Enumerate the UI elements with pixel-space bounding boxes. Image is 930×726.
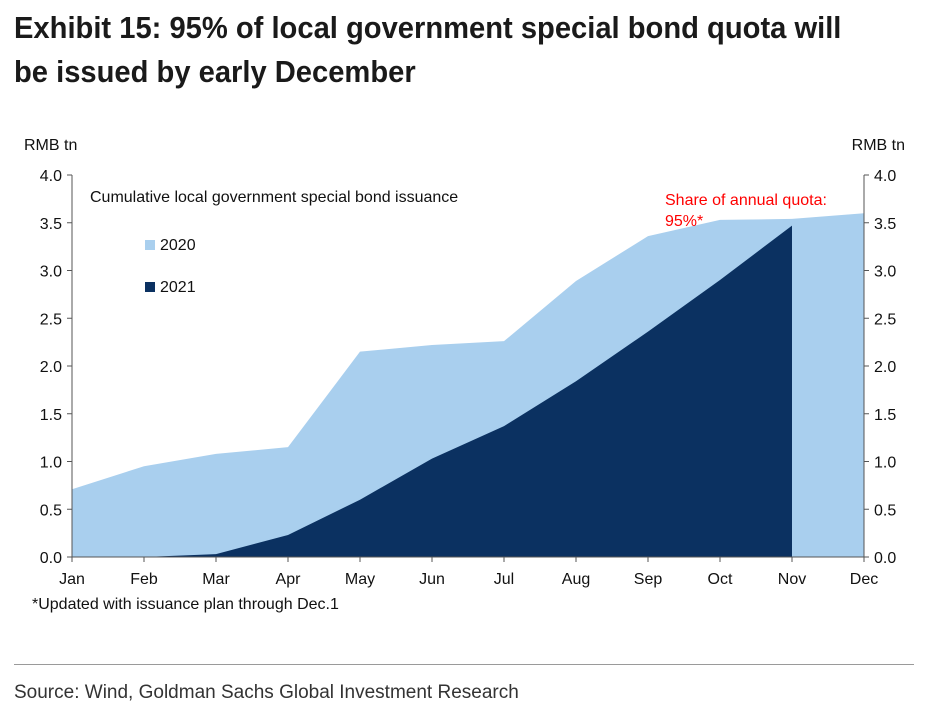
legend-label-2021: 2021 [160,279,196,296]
y-tick-label-left: 3.5 [40,216,62,233]
y-tick-label-left: 3.0 [40,264,62,281]
area-chart: 0.0 0.0 0.5 0.5 1.0 1.0 1.5 1.5 2.0 2.0 2.5 2.5 3.0 3… [24,137,905,588]
y-tick-label-left: 2.0 [40,359,62,376]
y-tick-label-right: 0.0 [874,550,896,567]
y-tick-label-right: 2.0 [874,359,896,376]
right-axis-unit: RMB tn [852,137,905,154]
y-tick-label-left: 0.5 [40,502,62,519]
x-tick-label-aug: Aug [562,571,590,588]
legend-swatch-2020 [145,240,155,250]
series-area-2021 [72,225,792,557]
x-tick-label-oct: Oct [708,571,733,588]
legend-label-2020: 2020 [160,237,196,254]
x-tick-label-nov: Nov [778,571,806,588]
y-tick-label-right: 3.0 [874,264,896,281]
annotation-line-2: 95%* [665,213,703,230]
x-tick-label-dec: Dec [850,571,878,588]
x-tick-label-jan: Jan [59,571,85,588]
footnote: *Updated with issuance plan through Dec.… [32,596,339,613]
divider [14,664,914,665]
x-tick-label-sep: Sep [634,571,663,588]
x-tick-label-feb: Feb [130,571,158,588]
y-tick-label-right: 4.0 [874,168,896,185]
x-tick-label-apr: Apr [276,571,302,588]
y-tick-label-left: 1.0 [40,455,62,472]
x-tick-label-mar: Mar [202,571,230,588]
x-tick-label-jul: Jul [494,571,514,588]
y-tick-label-right: 3.5 [874,216,896,233]
y-tick-label-right: 0.5 [874,502,896,519]
y-tick-label-left: 4.0 [40,168,62,185]
legend-swatch-2021 [145,282,155,292]
y-tick-label-left: 1.5 [40,407,62,424]
annotation-line-1: Share of annual quota: [665,192,827,209]
x-tick-label-jun: Jun [419,571,445,588]
y-tick-label-right: 1.0 [874,455,896,472]
source-note: Source: Wind, Goldman Sachs Global Inves… [14,682,519,703]
inner-chart-title: Cumulative local government special bond… [90,189,458,206]
y-tick-label-left: 2.5 [40,311,62,328]
chart-title: Exhibit 15: 95% of local government spec… [14,10,842,89]
y-tick-label-right: 2.5 [874,311,896,328]
y-tick-label-left: 0.0 [40,550,62,567]
y-tick-label-right: 1.5 [874,407,896,424]
x-tick-label-may: May [345,571,375,588]
left-axis-unit: RMB tn [24,137,77,154]
